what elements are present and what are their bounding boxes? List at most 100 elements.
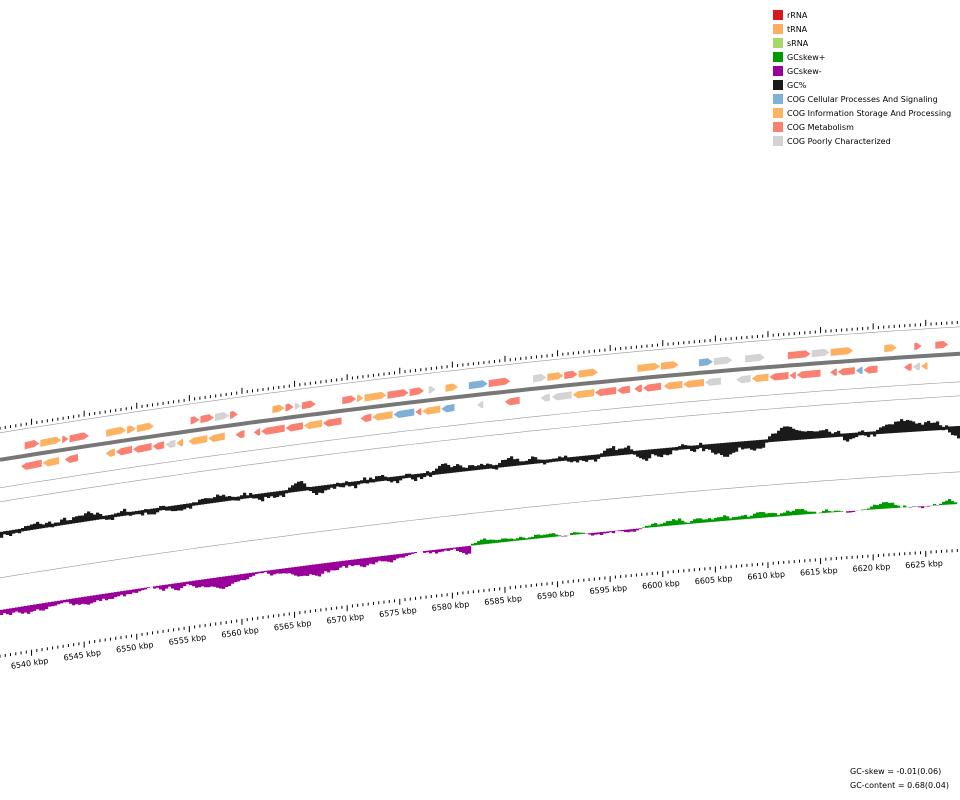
gc-bar [480,463,484,470]
gc-bar [135,510,139,515]
gc-skew-bar [603,531,607,534]
gc-skew-bar [348,560,352,566]
gc-bar [183,504,187,510]
gc-bar [261,493,265,502]
gc-skew-bar [861,509,865,511]
gc-skew-bar [705,519,709,523]
gene [904,363,912,371]
gc-skew-bar [120,591,124,595]
gc-skew-bar [39,603,43,611]
gc-bar [582,455,586,461]
gc-bar [147,509,151,515]
gc-skew-bar [435,549,439,554]
gc-skew-bar [366,557,370,566]
gc-skew-bar [210,578,214,587]
gc-bar [273,491,277,498]
gc-bar [216,494,220,503]
gc-skew-bar [318,563,322,577]
gc-bar [84,513,88,522]
gc-bar [732,442,736,453]
gc-skew-bar [549,533,553,538]
gc-bar [396,476,400,484]
gc-bar [399,475,403,481]
gc-bar [474,466,478,471]
gc-bar [321,485,325,494]
gc-bar [555,458,559,462]
gc-bar [24,526,28,531]
gc-bar [735,441,739,452]
gc-bar [108,514,112,520]
gc-skew-bar [423,551,427,553]
gc-skew-bar [579,532,583,535]
gc-skew-bar [825,509,829,513]
gc-bar [870,431,874,435]
gc-skew-bar [60,600,64,604]
gc-bar [18,528,22,534]
gc-bar [33,523,37,530]
gene [40,436,62,447]
gene [115,445,133,456]
gc-skew-bar [849,511,853,513]
gc-bar [207,498,211,504]
gc-skew-bar [684,522,688,525]
gc-skew-bar [954,502,958,505]
gc-bar [534,457,538,464]
gc-bar [783,426,787,441]
gc-content-note: GC-content = 0.68(0.04) [850,781,949,790]
gc-skew-bar [639,528,643,530]
gene [921,362,928,370]
gc-skew-bar [102,593,106,599]
gc-skew-bar [207,578,211,588]
gc-bar [588,455,592,460]
gc-bar [489,464,493,469]
gc-bar [603,450,607,457]
gene [564,370,578,380]
gc-bar [888,424,892,434]
gene [21,459,42,470]
gc-skew-bar [90,595,94,604]
gc-skew-bar [870,506,874,510]
gc-bar [504,459,508,467]
scale-label: 6545 kbp [63,648,102,663]
gc-skew-bar [939,503,943,506]
gene [409,387,425,397]
gc-skew-bar [9,608,13,615]
gene [445,383,458,392]
gc-skew-bar [291,567,295,575]
gc-skew-bar [516,538,520,541]
gc-bar [837,430,841,437]
gene [637,362,661,372]
gc-skew-bar [477,541,481,545]
gc-skew-bar [876,505,880,510]
gc-skew-bar [813,511,817,514]
gc-skew-bar [594,532,598,535]
gc-skew-bar [531,536,535,540]
gc-skew-bar [309,564,313,575]
gc-bar [459,465,463,472]
gene [387,389,409,399]
gc-skew-bar [453,547,457,549]
gc-bar [648,449,652,459]
gc-skew-bar [273,569,277,575]
gc-bar [423,473,427,478]
gc-skew-bar [108,592,112,599]
gc-skew-bar [270,570,274,576]
gc-bar [519,461,523,466]
gc-bar [204,498,208,505]
gc-skew-bar [387,555,391,562]
gc-skew-bar [432,549,436,552]
scale-label: 6610 kbp [747,570,785,582]
gc-bar [39,523,43,529]
legend: rRNA tRNA sRNA GCskew+ GCskew- GC% COG Cellula… [773,10,951,146]
gc-skew-bar [921,506,925,509]
gc-bar [87,511,91,522]
gc-bar [756,440,760,449]
gc-bar [201,498,205,505]
gc-bar [36,521,40,530]
gc-skew-bar [48,602,52,607]
gc-bar [606,448,610,457]
gc-skew-bar [36,604,40,610]
gc-skew-bar [315,564,319,576]
gc-bar [435,468,439,475]
